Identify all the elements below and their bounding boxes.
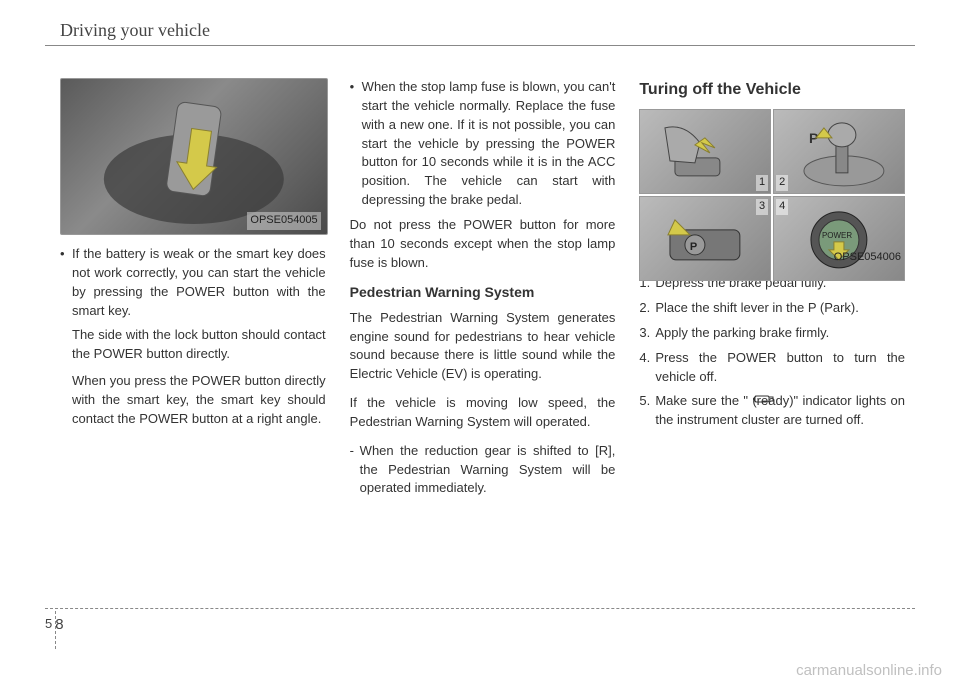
content-area: OPSE054005 • If the battery is weak or t… (60, 78, 905, 504)
power-button-icon: POWER (774, 197, 904, 280)
list-number: 5. (639, 392, 655, 430)
dash-text: When the reduction gear is shifted to [R… (360, 442, 616, 499)
figure-caption-2: OPSE054006 (834, 250, 901, 266)
list-item: 4. Press the POWER button to turn the ve… (639, 349, 905, 387)
header-rule (45, 45, 915, 46)
ready-icon (753, 393, 775, 405)
bullet-dot: • (60, 245, 72, 320)
smart-key-illustration (61, 79, 327, 234)
svg-text:POWER: POWER (822, 231, 852, 240)
header-title: Driving your vehicle (60, 20, 210, 40)
page-number-value: 8 (55, 616, 63, 633)
list-text: Press the POWER button to turn the vehic… (655, 349, 905, 387)
dash-marker: - (350, 442, 360, 499)
figure-cell-3: P 3 (639, 196, 771, 281)
figure-cell-4: POWER 4 (773, 196, 905, 281)
paragraph: Do not press the POWER button for more t… (350, 216, 616, 273)
chapter-number: 5 (45, 616, 52, 631)
bullet-text: When the stop lamp fuse is blown, you ca… (362, 78, 616, 210)
figure-cell-1: 1 (639, 109, 771, 194)
list-text-part: Make sure the " (ready)" indicator light… (655, 393, 905, 427)
shift-lever-icon: P (774, 110, 904, 193)
section-title-turning-off: Turing off the Vehicle (639, 78, 905, 101)
cell-number: 2 (776, 175, 788, 191)
list-text: Make sure the " (ready)" indicator light… (655, 392, 905, 430)
list-item: 2. Place the shift lever in the P (Park)… (639, 299, 905, 318)
svg-text:P: P (690, 241, 697, 253)
bullet-text: If the battery is weak or the smart key … (72, 245, 326, 320)
cell-number: 1 (756, 175, 768, 191)
column-2: • When the stop lamp fuse is blown, you … (350, 78, 616, 504)
brake-pedal-icon (640, 110, 770, 193)
cell-number: 3 (756, 199, 768, 215)
page-header: Driving your vehicle (60, 20, 210, 41)
list-number: 4. (639, 349, 655, 387)
figure-smart-key: OPSE054005 (60, 78, 328, 235)
dash-item: - When the reduction gear is shifted to … (350, 442, 616, 499)
column-3: Turing off the Vehicle 1 P 2 (639, 78, 905, 504)
list-item: 3. Apply the parking brake firmly. (639, 324, 905, 343)
paragraph: If the vehicle is moving low speed, the … (350, 394, 616, 432)
list-item: 5. Make sure the " (ready)" indicator li… (639, 392, 905, 430)
paragraph: The Pedestrian Warning System generates … (350, 309, 616, 384)
list-number: 3. (639, 324, 655, 343)
bullet-continuation: The side with the lock button should con… (60, 326, 326, 364)
figure-grid-turning-off: 1 P 2 P 3 (639, 109, 905, 264)
list-number: 2. (639, 299, 655, 318)
cell-number: 4 (776, 199, 788, 215)
bullet-dot: • (350, 78, 362, 210)
figure-caption-1: OPSE054005 (247, 212, 320, 230)
section-title-pedestrian: Pedestrian Warning System (350, 282, 616, 302)
page-number: 5 8 (45, 616, 64, 633)
bullet-item: • When the stop lamp fuse is blown, you … (350, 78, 616, 210)
column-1: OPSE054005 • If the battery is weak or t… (60, 78, 326, 504)
bullet-item: • If the battery is weak or the smart ke… (60, 245, 326, 320)
parking-brake-icon: P (640, 197, 770, 280)
figure-cell-2: P 2 (773, 109, 905, 194)
list-text: Place the shift lever in the P (Park). (655, 299, 859, 318)
footer-rule (45, 608, 915, 609)
list-text: Apply the parking brake firmly. (655, 324, 829, 343)
watermark: carmanualsonline.info (796, 662, 942, 679)
bullet-continuation: When you press the POWER button directly… (60, 372, 326, 429)
